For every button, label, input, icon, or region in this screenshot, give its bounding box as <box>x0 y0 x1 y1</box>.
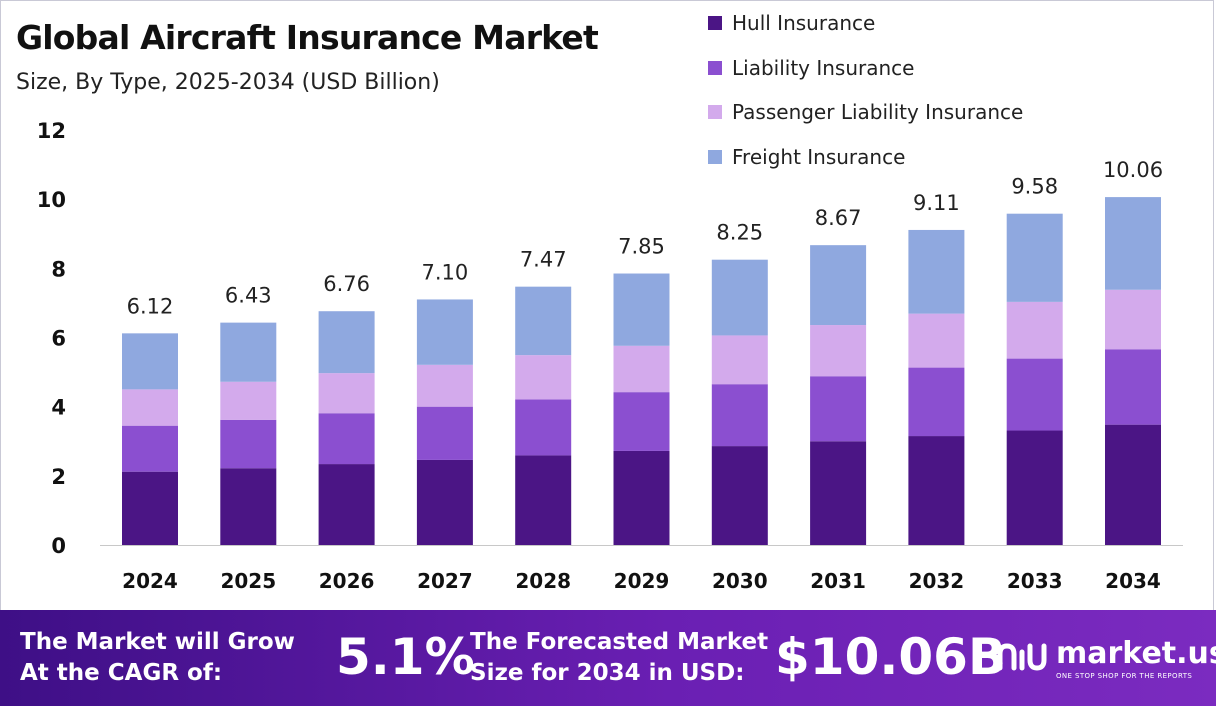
legend-item-hull: Hull Insurance <box>708 8 1023 38</box>
data-label-2031: 8.67 <box>815 206 862 230</box>
bar-2032-freight-insurance <box>908 229 965 314</box>
legend-item-liability: Liability Insurance <box>708 53 1023 83</box>
x-tick-label-2027: 2027 <box>417 569 473 593</box>
data-label-2029: 7.85 <box>618 235 665 259</box>
y-tick-label-8: 8 <box>51 257 66 281</box>
bar-2030-freight-insurance <box>711 259 768 336</box>
bar-chart: 0 2 4 6 8 10 12 6.12 2024 6.43 2025 6.76 2026 7.10 202… <box>37 119 1183 593</box>
bar-2034-freight-insurance <box>1105 197 1161 290</box>
bar-2025-liability-insurance <box>220 419 277 469</box>
bar-2028-liability-insurance <box>515 399 572 456</box>
bar-2034-hull-insurance <box>1105 424 1161 545</box>
bar-2026-liability-insurance <box>318 413 375 465</box>
bar-2027-liability-insurance <box>416 406 473 460</box>
bar-2031-liability-insurance <box>810 376 867 442</box>
y-tick-label-6: 6 <box>51 327 66 351</box>
cagr-label: The Market will Grow At the CAGR of: <box>20 629 295 686</box>
bar-2030-hull-insurance <box>711 446 768 545</box>
x-tick-label-2029: 2029 <box>614 569 670 593</box>
x-tick-label-2034: 2034 <box>1105 569 1161 593</box>
bar-2026-hull-insurance <box>318 464 375 545</box>
bar-2027-hull-insurance <box>416 459 473 545</box>
data-label-2032: 9.11 <box>913 191 960 215</box>
bar-2028-hull-insurance <box>515 455 572 545</box>
bar-2034-liability-insurance <box>1105 349 1161 425</box>
legend-label-liability: Liability Insurance <box>732 55 915 80</box>
bar-2029-hull-insurance <box>613 450 670 545</box>
bar-2032-liability-insurance <box>908 367 965 437</box>
x-tick-label-2024: 2024 <box>122 569 178 593</box>
legend-item-passenger-liability: Passenger Liability Insurance <box>708 97 1023 127</box>
legend-item-freight: Freight Insurance <box>708 142 1023 172</box>
y-tick-label-10: 10 <box>37 188 66 212</box>
bar-2033-liability-insurance <box>1006 358 1063 431</box>
legend-swatch-liability <box>708 60 722 75</box>
bar-2031-freight-insurance <box>810 245 867 326</box>
bar-2032-hull-insurance <box>908 436 965 545</box>
x-tick-label-2028: 2028 <box>515 569 571 593</box>
bar-2024-liability-insurance <box>122 425 178 472</box>
bar-2031-passenger-liability-insurance <box>810 325 867 377</box>
x-tick-label-2032: 2032 <box>909 569 965 593</box>
bar-2029-freight-insurance <box>613 273 670 346</box>
x-tick-label-2025: 2025 <box>220 569 276 593</box>
legend-swatch-freight <box>708 149 722 164</box>
bar-2033-passenger-liability-insurance <box>1006 301 1063 359</box>
bar-2028-freight-insurance <box>515 286 572 356</box>
market-us-logo-icon <box>997 643 1047 671</box>
bar-2027-freight-insurance <box>416 299 473 365</box>
bar-2027-passenger-liability-insurance <box>416 364 473 407</box>
y-tick-label-12: 12 <box>37 119 66 143</box>
bar-2025-freight-insurance <box>220 322 277 382</box>
legend-swatch-hull <box>708 16 722 30</box>
brand-name: market.us <box>1056 636 1216 671</box>
bar-2030-passenger-liability-insurance <box>711 335 768 385</box>
y-tick-label-2: 2 <box>51 465 66 489</box>
data-label-2033: 9.58 <box>1011 175 1058 199</box>
legend-label-passenger-liability: Passenger Liability Insurance <box>732 100 1024 124</box>
chart-subtitle: Size, By Type, 2025-2034 (USD Billion) <box>16 70 440 95</box>
bar-2026-freight-insurance <box>318 311 375 374</box>
bar-2032-passenger-liability-insurance <box>908 313 965 368</box>
brand-logo: market.us ONE STOP SHOP FOR THE REPORTS <box>994 638 1216 680</box>
forecast-label: The Forecasted Market Size for 2034 in U… <box>470 629 769 686</box>
bar-2028-passenger-liability-insurance <box>515 355 572 400</box>
data-label-2028: 7.47 <box>520 248 567 272</box>
x-tick-label-2026: 2026 <box>319 569 375 593</box>
data-label-2034: 10.06 <box>1103 158 1163 182</box>
bar-2024-hull-insurance <box>122 471 178 545</box>
footer-banner: The Market will Grow At the CAGR of: 5.1… <box>0 610 1216 706</box>
bar-2033-freight-insurance <box>1006 213 1063 302</box>
forecast-value: $10.06B <box>775 628 1007 686</box>
chart-legend: Hull Insurance Liability Insurance Passe… <box>708 8 1023 186</box>
legend-label-hull: Hull Insurance <box>732 11 876 35</box>
bar-2034-passenger-liability-insurance <box>1105 289 1161 350</box>
x-tick-label-2033: 2033 <box>1007 569 1063 593</box>
bar-2030-liability-insurance <box>711 384 768 447</box>
data-label-2026: 6.76 <box>323 272 370 296</box>
chart-frame <box>0 0 1214 610</box>
chart-title: Global Aircraft Insurance Market <box>16 18 599 57</box>
bar-2029-liability-insurance <box>613 392 670 451</box>
bar-2024-freight-insurance <box>122 333 178 390</box>
y-tick-label-0: 0 <box>51 534 66 558</box>
x-tick-label-2030: 2030 <box>712 569 768 593</box>
legend-label-freight: Freight Insurance <box>732 144 906 169</box>
data-label-2025: 6.43 <box>225 284 272 308</box>
bar-2025-passenger-liability-insurance <box>220 381 277 420</box>
brand-tagline: ONE STOP SHOP FOR THE REPORTS <box>1056 672 1193 680</box>
cagr-value: 5.1% <box>336 628 475 686</box>
legend-swatch-passenger-liability <box>708 105 722 119</box>
bar-2031-hull-insurance <box>810 441 867 545</box>
data-label-2024: 6.12 <box>127 294 174 318</box>
bar-2026-passenger-liability-insurance <box>318 373 375 414</box>
data-label-2027: 7.10 <box>422 260 469 284</box>
bar-2024-passenger-liability-insurance <box>122 389 178 426</box>
x-tick-label-2031: 2031 <box>810 569 866 593</box>
bar-2029-passenger-liability-insurance <box>613 345 670 393</box>
data-label-2030: 8.25 <box>716 221 763 245</box>
bar-2025-hull-insurance <box>220 468 277 545</box>
bar-2033-hull-insurance <box>1006 430 1063 545</box>
y-tick-label-4: 4 <box>51 396 66 420</box>
